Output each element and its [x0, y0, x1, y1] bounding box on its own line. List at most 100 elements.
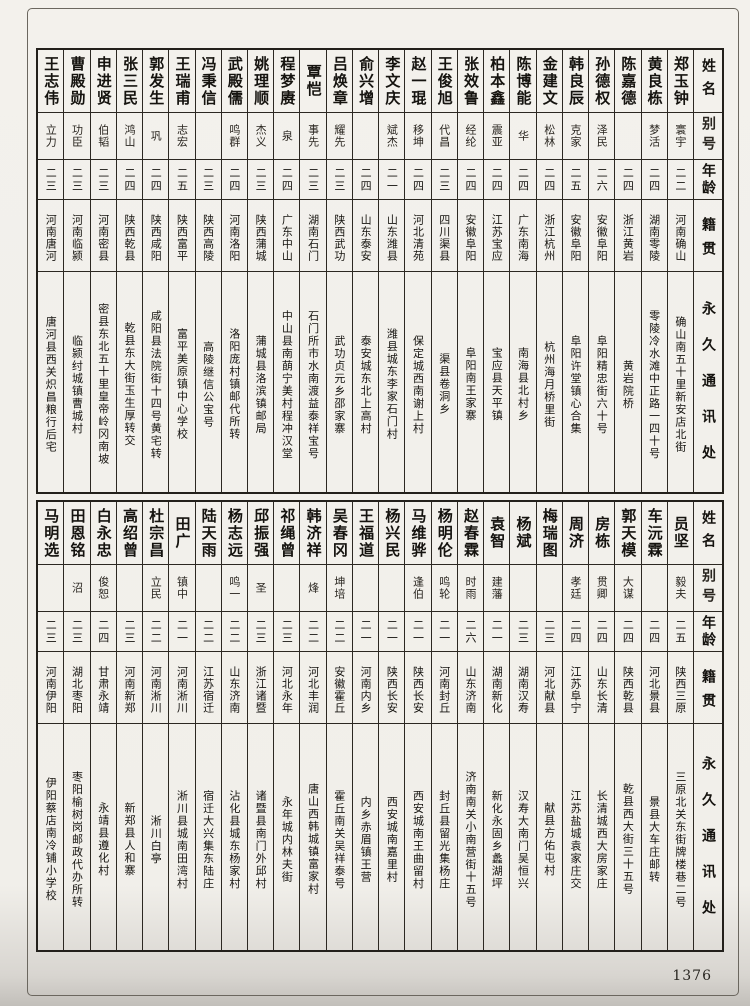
row-header-age: 年龄 [694, 612, 722, 652]
address-cell: 阜阳精忠街六十号 [595, 334, 609, 435]
address-cell: 宿迁大兴集东陆庄 [201, 789, 215, 890]
alias-cell: 志宏 [169, 113, 195, 160]
alias-cell: 鸣群 [221, 113, 248, 160]
origin-cell: 江苏宝应 [484, 200, 510, 272]
page-border-frame [27, 8, 739, 996]
address-cell: 唐河县西关炽昌粮行后宅 [44, 315, 58, 454]
name-cell: 邱振强 [248, 502, 274, 565]
name-cell: 王福道 [352, 502, 379, 565]
address-cell: 石门所市水南渡益泰祥宝号 [306, 309, 320, 460]
age-cell: 二三 [431, 160, 457, 200]
origin-cell: 江苏阜宁 [562, 652, 589, 724]
alias-cell: 克家 [562, 113, 589, 160]
alias-cell: 斌杰 [379, 113, 405, 160]
person-column: 周济 孝廷 二四 江苏阜宁 江苏盐城袁家庄交 [561, 502, 589, 950]
alias-cell: 毅夫 [667, 565, 693, 612]
alias-cell: 鸣轮 [431, 565, 457, 612]
name-cell: 吕焕章 [326, 50, 352, 113]
person-column: 姚理顺 杰义 二三 陕西蒲城 蒲城县洛滨镇邮局 [247, 50, 274, 492]
age-cell: 二三 [326, 160, 352, 200]
person-column: 柏本鑫 震亚 二四 江苏宝应 宝应县天平镇 [483, 50, 510, 492]
name-cell: 张效鲁 [457, 50, 484, 113]
name-cell: 程梦赓 [274, 50, 300, 113]
address-cell: 内乡赤眉镇王营 [359, 795, 373, 884]
origin-cell: 陕西乾县 [116, 200, 143, 272]
address-cell: 乾县东大街玉生厚转交 [122, 322, 136, 447]
name-cell: 杨志远 [221, 502, 248, 565]
name-cell: 冯秉信 [195, 50, 221, 113]
alias-cell: 圣 [248, 565, 274, 612]
address-cell: 阜阳南王家寨 [464, 347, 478, 422]
name-cell: 陈嘉德 [615, 50, 641, 113]
age-cell: 二三 [90, 160, 116, 200]
address-cell: 淅川县城南田湾村 [175, 789, 189, 890]
name-cell: 韩良辰 [562, 50, 589, 113]
origin-cell: 河北永年 [274, 652, 300, 724]
name-cell: 柏本鑫 [484, 50, 510, 113]
alias-cell: 孝廷 [562, 565, 589, 612]
age-cell: 二三 [64, 612, 90, 652]
address-cell: 杭州海月桥里街 [542, 340, 556, 429]
alias-cell: 移坤 [405, 113, 431, 160]
person-column: 武殿儒 鸣群 二四 河南洛阳 洛阳庞村镇邮代所转 [220, 50, 248, 492]
origin-cell: 陕西高陵 [195, 200, 221, 272]
alias-cell: 坤培 [326, 565, 352, 612]
address-cell: 三原北关东街牌楼巷二号 [673, 770, 687, 909]
person-column: 陈嘉德 二四 浙江黄岩 黄岩院桥 [614, 50, 641, 492]
age-cell: 二四 [405, 160, 431, 200]
alias-cell: 逢伯 [405, 565, 431, 612]
age-cell: 二四 [615, 160, 641, 200]
directory-table-bottom: 姓名 别号 年龄 籍贯 永久通讯处 员坚 毅夫 二五 陕西三原 三原北关东街牌楼巷二号 车沅霖 二四河… [36, 500, 724, 952]
person-column: 王福道 二一 河南内乡 内乡赤眉镇王营 [351, 502, 379, 950]
name-cell: 吴春冈 [326, 502, 352, 565]
address-cell: 西安城南嘉里村 [385, 795, 399, 884]
name-cell: 杨斌 [510, 502, 536, 565]
address-cell: 封丘县留光集杨庄 [437, 789, 451, 890]
age-cell: 二二 [300, 612, 326, 652]
origin-cell: 山东长清 [589, 652, 615, 724]
alias-cell: 梦活 [641, 113, 667, 160]
person-column: 俞兴增 二四 山东泰安 泰安城东北上高村 [351, 50, 379, 492]
address-cell: 唐山西韩城镇富家村 [306, 783, 320, 896]
origin-cell: 河南临颍 [64, 200, 90, 272]
address-cell: 淅川白亭 [149, 814, 163, 865]
age-cell: 二四 [143, 160, 169, 200]
row-header-name: 姓名 [694, 502, 722, 565]
address-cell: 南海县北村乡 [516, 347, 530, 422]
age-cell: 二四 [457, 160, 484, 200]
address-cell: 洛阳庞村镇邮代所转 [227, 328, 241, 441]
person-column: 马明选 二三 河南伊阳 伊阳蔡店南冷铺小学校 [38, 502, 64, 950]
person-column: 金建文 松林 二四 浙江杭州 杭州海月桥里街 [535, 50, 562, 492]
alias-cell [536, 565, 562, 612]
address-cell: 中山县南蓢宁美村程冲汉堂 [280, 309, 294, 460]
row-header-name: 姓名 [694, 50, 722, 113]
origin-cell: 河北丰润 [300, 652, 326, 724]
address-cell: 永靖县遵化村 [96, 802, 110, 877]
person-column: 员坚 毅夫 二五 陕西三原 三原北关东街牌楼巷二号 [666, 502, 693, 950]
person-column: 杨志远 鸣一 二二 山东济南 沾化县城东杨家村 [220, 502, 248, 950]
address-cell: 保定城西南谢上村 [411, 334, 425, 435]
address-cell: 潍县城东李家石门村 [385, 328, 399, 441]
origin-cell: 湖南新化 [484, 652, 510, 724]
age-cell: 二四 [274, 160, 300, 200]
age-cell: 二二 [143, 612, 169, 652]
origin-cell: 湖南汉寿 [510, 652, 536, 724]
address-cell: 西安城南王曲留村 [411, 789, 425, 890]
origin-cell: 广东南海 [510, 200, 536, 272]
row-header-origin: 籍贯 [694, 652, 722, 724]
age-cell: 二四 [221, 160, 248, 200]
age-cell: 二三 [536, 612, 562, 652]
origin-cell: 湖南零陵 [641, 200, 667, 272]
age-cell: 二五 [169, 160, 195, 200]
row-header-column: 姓名 别号 年龄 籍贯 永久通讯处 [693, 50, 722, 492]
origin-cell: 安徽阜阳 [589, 200, 615, 272]
origin-cell: 江苏宿迁 [195, 652, 221, 724]
name-cell: 黄良栋 [641, 50, 667, 113]
origin-cell: 河南内乡 [352, 652, 379, 724]
origin-cell: 陕西长安 [405, 652, 431, 724]
address-cell: 枣阳榆树岗邮政代办所转 [70, 770, 84, 909]
row-header-address: 永久通讯处 [700, 756, 716, 936]
origin-cell: 湖南石门 [300, 200, 326, 272]
row-header-alias: 别号 [694, 113, 722, 160]
address-cell: 渠县卷洞乡 [437, 353, 451, 416]
